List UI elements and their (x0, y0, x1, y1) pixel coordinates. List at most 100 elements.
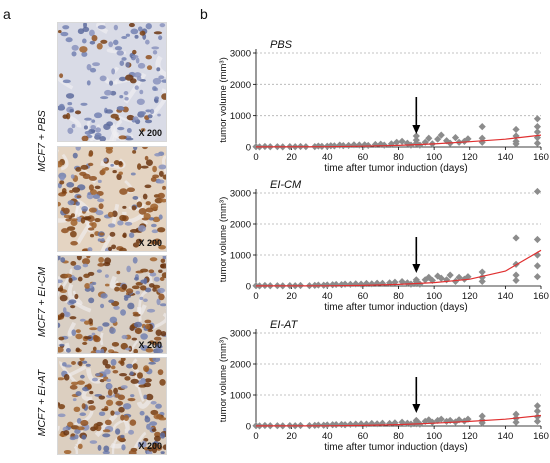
data-point (341, 421, 349, 429)
cell-nucleus (145, 207, 154, 213)
cell-nucleus (87, 247, 93, 251)
cell-nucleus (125, 347, 131, 351)
cell-nucleus (114, 393, 120, 398)
cell-nucleus (65, 348, 71, 353)
cell-nucleus (89, 440, 98, 444)
cell-nucleus (90, 124, 97, 130)
cell-nucleus (158, 245, 166, 250)
cell-nucleus (88, 175, 97, 181)
cell-nucleus (158, 164, 166, 170)
cell-nucleus (58, 201, 62, 207)
data-point (533, 115, 542, 123)
cell-nucleus (81, 360, 88, 364)
cell-nucleus (153, 413, 162, 420)
cell-nucleus (108, 41, 114, 48)
cell-nucleus (131, 337, 138, 341)
cell-nucleus (136, 372, 143, 379)
cell-nucleus (76, 418, 82, 424)
cell-nucleus (87, 400, 95, 405)
cell-nucleus (62, 362, 67, 367)
cell-nucleus (90, 129, 96, 133)
x-tick-label: 20 (286, 431, 297, 442)
x-tick-label: 100 (426, 291, 442, 302)
cell-nucleus (97, 238, 102, 242)
cell-nucleus (81, 434, 87, 440)
cell-nucleus (68, 277, 73, 284)
cell-nucleus (82, 263, 89, 268)
cell-nucleus (100, 39, 108, 44)
cell-nucleus (158, 75, 165, 80)
cell-nucleus (102, 358, 109, 366)
cell-nucleus (121, 334, 128, 340)
cell-nucleus (119, 214, 127, 221)
cell-nucleus (107, 223, 116, 228)
cell-nucleus (139, 285, 147, 291)
data-point (323, 281, 331, 289)
cell-nucleus (155, 444, 163, 451)
cell-nucleus (146, 308, 156, 313)
cell-nucleus (145, 201, 151, 206)
cell-nucleus (131, 285, 140, 290)
cell-nucleus (118, 160, 123, 166)
cell-nucleus (99, 379, 105, 383)
x-tick-label: 60 (358, 291, 369, 302)
cell-nucleus (91, 119, 96, 123)
cell-nucleus (128, 429, 135, 435)
histology-texture (58, 23, 166, 141)
x-tick-label: 20 (286, 291, 297, 302)
cell-nucleus (152, 447, 158, 454)
x-tick-label: 140 (497, 291, 513, 302)
cell-nucleus (72, 152, 78, 159)
chart-title: PBS (270, 39, 293, 51)
cell-nucleus (58, 287, 64, 292)
cell-nucleus (127, 302, 135, 310)
y-tick-label: 3000 (230, 49, 251, 60)
cell-nucleus (140, 268, 149, 273)
cell-nucleus (111, 244, 117, 250)
stroma-fiber (65, 365, 87, 379)
cell-nucleus (83, 125, 88, 130)
cell-nucleus (69, 190, 74, 194)
cell-nucleus (97, 444, 102, 451)
cell-nucleus (158, 35, 163, 41)
cell-nucleus (112, 210, 118, 218)
cell-nucleus (146, 65, 153, 71)
cell-nucleus (123, 294, 132, 299)
cell-nucleus (60, 312, 65, 318)
data-point (512, 418, 520, 426)
cell-nucleus (120, 358, 126, 362)
cell-nucleus (152, 77, 162, 85)
data-point (437, 131, 445, 139)
cell-nucleus (159, 432, 166, 439)
cell-nucleus (79, 318, 86, 322)
cell-nucleus (69, 384, 78, 390)
y-tick-label: 1000 (230, 391, 251, 402)
cell-nucleus (102, 450, 110, 454)
cell-nucleus (89, 29, 95, 37)
y-tick-label: 0 (246, 143, 251, 154)
cell-nucleus (100, 303, 105, 309)
cell-nucleus (59, 343, 65, 347)
cell-nucleus (122, 232, 127, 239)
data-point (478, 123, 486, 131)
cell-nucleus (58, 404, 66, 410)
cell-nucleus (70, 219, 78, 226)
cell-nucleus (90, 350, 97, 353)
cell-nucleus (132, 49, 137, 55)
data-point (533, 273, 542, 281)
cell-nucleus (75, 147, 81, 151)
cell-nucleus (100, 293, 108, 299)
cell-nucleus (104, 419, 112, 426)
cell-nucleus (126, 187, 135, 193)
x-tick-label: 80 (393, 291, 404, 302)
cell-nucleus (79, 46, 88, 53)
data-point (387, 140, 395, 148)
cell-nucleus (110, 365, 116, 370)
cell-nucleus (160, 451, 165, 454)
x-tick-label: 0 (253, 431, 258, 442)
cell-nucleus (100, 238, 105, 242)
x-tick-label: 120 (462, 431, 478, 442)
cell-nucleus (75, 347, 81, 353)
cell-nucleus (155, 403, 162, 409)
data-point (314, 421, 322, 429)
